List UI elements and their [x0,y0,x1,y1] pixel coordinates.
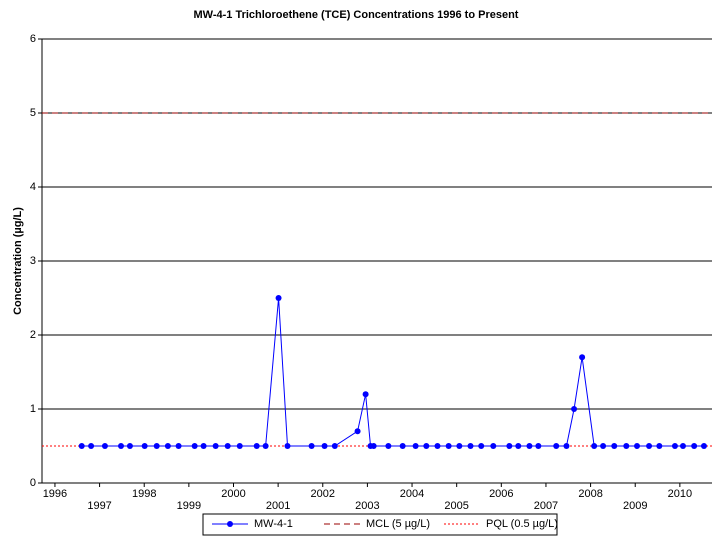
data-point [126,443,133,449]
data-point [321,443,328,449]
x-tick-label: 2000 [221,488,245,500]
data-point [535,443,542,449]
y-tick-label: 5 [30,107,36,119]
data-point [164,443,171,449]
data-point [456,443,463,449]
x-tick-label: 2005 [444,500,468,512]
data-point [490,443,497,449]
data-point [141,443,148,449]
data-point [253,443,260,449]
x-tick-label: 2002 [311,488,335,500]
x-tick-label: 1999 [177,500,201,512]
chart-title: MW-4-1 Trichloroethene (TCE) Concentrati… [194,9,519,21]
data-point [679,443,686,449]
data-point [212,443,219,449]
y-tick-label: 0 [30,477,36,489]
data-point [526,443,533,449]
data-point [308,443,315,449]
data-point [434,443,441,449]
data-point [412,443,419,449]
data-point [656,443,663,449]
legend-label: MW-4-1 [254,518,293,530]
data-point [506,443,513,449]
data-point [101,443,108,449]
x-tick-label: 2004 [400,488,424,500]
data-point [331,443,338,449]
data-point [515,443,522,449]
data-point [478,443,485,449]
data-point [224,443,231,449]
x-tick-label: 1998 [132,488,156,500]
data-point [284,443,291,449]
data-point [445,443,452,449]
x-tick-label: 1996 [43,488,67,500]
x-tick-label: 2009 [623,500,647,512]
y-tick-label: 2 [30,329,36,341]
data-point [563,443,570,449]
y-tick-label: 6 [30,33,36,45]
legend-marker [227,521,233,527]
data-point [200,443,207,449]
series-line [81,297,704,447]
data-point [118,443,125,449]
x-tick-label: 2006 [489,488,513,500]
data-point [153,443,160,449]
legend-box [202,513,558,536]
data-point [571,406,578,412]
y-tick-label: 1 [30,403,36,415]
data-point [175,443,182,449]
y-axis-label: Concentration (µg/L) [12,207,24,315]
data-point [579,354,586,361]
data-point [354,428,361,435]
x-tick-label: 2008 [578,488,602,500]
data-point [646,443,653,449]
data-point [623,443,630,449]
data-point [236,443,243,449]
data-point [370,443,377,449]
data-point [275,295,282,301]
x-tick-label: 2007 [534,500,558,512]
data-point [691,443,698,449]
data-point [362,391,369,398]
data-point [399,443,406,449]
data-point [634,443,641,449]
data-point [467,443,474,449]
data-point [78,443,85,449]
x-tick-label: 2001 [266,500,290,512]
legend-label: MCL (5 µg/L) [366,518,430,530]
data-point [553,443,560,449]
data-point [611,443,618,449]
data-point [671,443,678,449]
y-tick-label: 3 [30,255,36,267]
data-point [423,443,430,449]
y-tick-label: 4 [30,181,36,193]
data-point [700,443,707,449]
legend-label: PQL (0.5 µg/L) [486,518,558,530]
data-point [191,443,198,449]
data-point [385,443,392,449]
x-tick-label: 2010 [668,488,692,500]
data-point [88,443,95,449]
data-point [262,443,269,449]
data-point [591,443,598,449]
data-point [600,443,607,449]
x-tick-label: 1997 [87,500,111,512]
x-tick-label: 2003 [355,500,379,512]
